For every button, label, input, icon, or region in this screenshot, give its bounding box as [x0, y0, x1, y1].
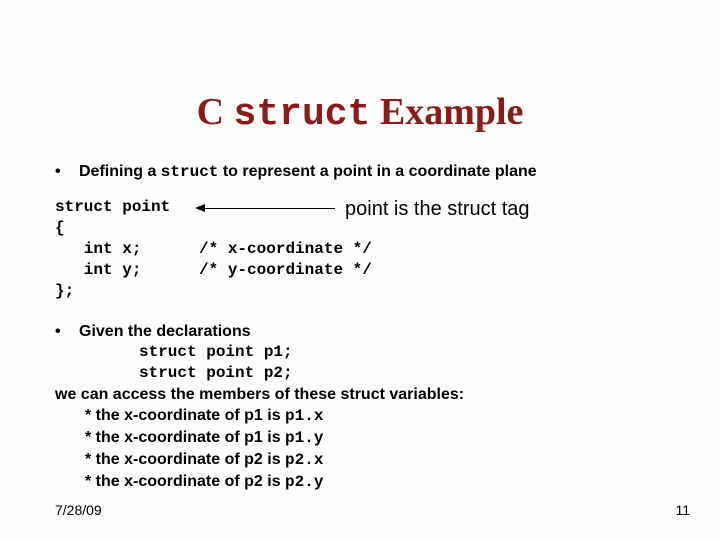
b2-m3a: * the x-coordinate of p2 is [85, 451, 285, 468]
slide: C struct Example •Defining a struct to r… [0, 0, 720, 540]
annotation-arrow [195, 208, 335, 209]
b2-m4b: p2.y [285, 473, 323, 491]
code-l2: { [55, 218, 372, 239]
title-code: struct [234, 93, 371, 136]
code-l3: int x; /* x-coordinate */ [55, 239, 372, 260]
b2-m4: * the x-coordinate of p2 is p2.y [55, 471, 680, 493]
bullet-dot: • [55, 163, 79, 181]
bullet-defining: •Defining a struct to represent a point … [55, 163, 680, 181]
b2-decl2: struct point p2; [79, 363, 679, 384]
bullet2-body: Given the declarations struct point p1; … [79, 321, 679, 384]
code-block: struct point{ int x; /* x-coordinate */ … [55, 197, 372, 302]
b2-line1: Given the declarations [79, 321, 679, 342]
code-l5: }; [55, 281, 372, 302]
b2-m2a: * the x-coordinate of p1 is [85, 429, 285, 446]
arrow-line [203, 208, 335, 209]
title-prefix: C [197, 91, 234, 133]
footer-page-number: 11 [675, 502, 690, 518]
b2-decl1: struct point p1; [79, 342, 679, 363]
bullet-given: • Given the declarations struct point p1… [55, 321, 680, 493]
b2-m1: * the x-coordinate of p1 is p1.x [55, 405, 680, 427]
footer-date: 7/28/09 [55, 502, 102, 518]
b2-m1b: p1.x [285, 407, 323, 425]
b2-m4a: * the x-coordinate of p2 is [85, 473, 285, 490]
bullet1-code: struct [161, 163, 219, 181]
title-suffix: Example [370, 91, 523, 133]
bullet-dot: • [55, 321, 79, 342]
b2-m1a: * the x-coordinate of p1 is [85, 407, 285, 424]
bullet1-t2: to represent a point in a coordinate pla… [218, 163, 536, 180]
bullet1-t1: Defining a [79, 163, 161, 180]
slide-title: C struct Example [0, 90, 720, 136]
b2-m3b: p2.x [285, 451, 323, 469]
arrow-head-icon [195, 204, 205, 212]
b2-m3: * the x-coordinate of p2 is p2.x [55, 449, 680, 471]
b2-m2: * the x-coordinate of p1 is p1.y [55, 427, 680, 449]
b2-line2: we can access the members of these struc… [55, 384, 680, 405]
code-l4: int y; /* y-coordinate */ [55, 260, 372, 281]
annotation-text: point is the struct tag [345, 198, 530, 221]
b2-m2b: p1.y [285, 429, 323, 447]
